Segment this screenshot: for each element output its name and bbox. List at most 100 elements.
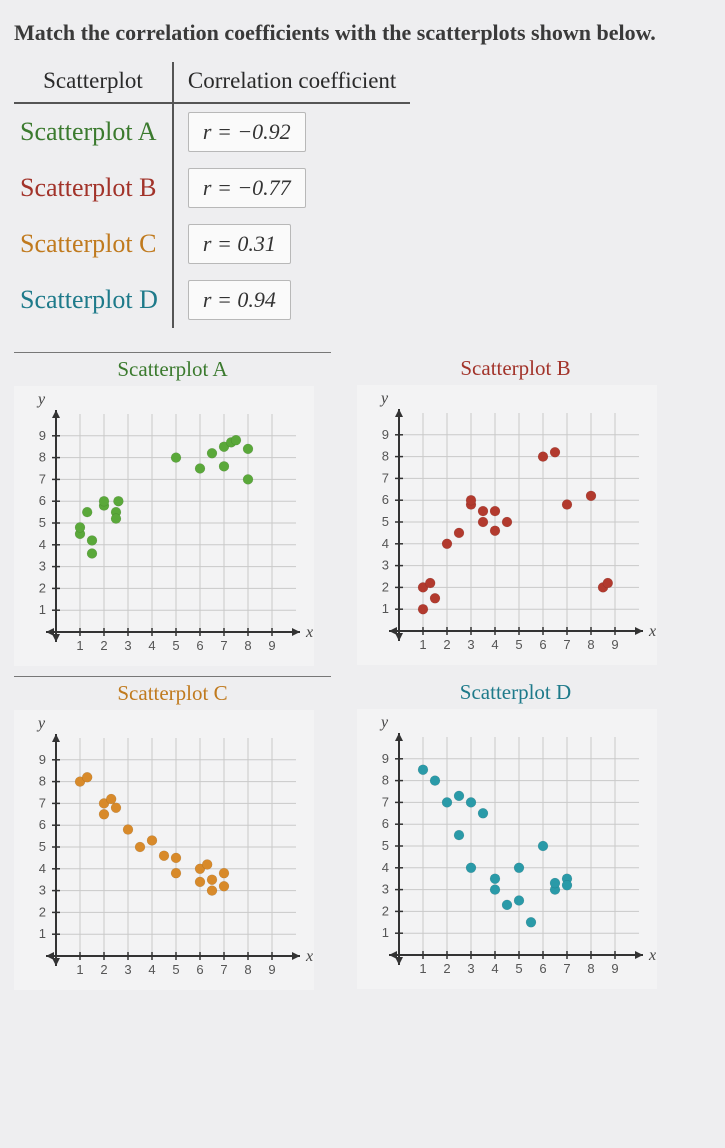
scatterplot-c-cell: Scatterplot C 123456789123456789xy [14, 676, 331, 990]
svg-text:5: 5 [39, 839, 46, 854]
svg-text:9: 9 [611, 637, 618, 652]
scatterplot-a-label: Scatterplot A [20, 117, 156, 146]
svg-text:2: 2 [382, 579, 389, 594]
svg-text:3: 3 [39, 558, 46, 573]
scatterplot-c-chart: 123456789123456789xy [14, 710, 314, 990]
scatterplot-b-chart: 123456789123456789xy [357, 385, 657, 665]
svg-text:7: 7 [39, 795, 46, 810]
svg-text:3: 3 [124, 638, 131, 653]
scatterplot-b-title: Scatterplot B [357, 352, 674, 381]
svg-text:8: 8 [587, 637, 594, 652]
svg-text:4: 4 [148, 638, 155, 653]
svg-text:3: 3 [467, 961, 474, 976]
svg-text:8: 8 [587, 961, 594, 976]
svg-text:6: 6 [196, 962, 203, 977]
table-row: Scatterplot B r = −0.77 [14, 160, 410, 216]
header-coefficient: Correlation coefficient [173, 62, 410, 103]
question-prompt: Match the correlation coefficients with … [14, 18, 711, 48]
match-table: Scatterplot Correlation coefficient Scat… [14, 62, 410, 328]
svg-text:1: 1 [39, 602, 46, 617]
svg-text:x: x [305, 624, 313, 641]
svg-text:4: 4 [382, 535, 389, 550]
svg-text:5: 5 [172, 962, 179, 977]
svg-text:3: 3 [467, 637, 474, 652]
header-scatterplot: Scatterplot [14, 62, 173, 103]
svg-text:4: 4 [491, 637, 498, 652]
scatterplot-b-cell: Scatterplot B 123456789123456789xy [357, 352, 674, 666]
svg-text:5: 5 [382, 838, 389, 853]
svg-text:7: 7 [382, 794, 389, 809]
svg-text:y: y [36, 391, 46, 408]
svg-text:1: 1 [76, 638, 83, 653]
svg-text:9: 9 [39, 427, 46, 442]
table-row: Scatterplot A r = −0.92 [14, 103, 410, 160]
coefficient-d-select[interactable]: r = 0.94 [188, 280, 291, 320]
svg-text:2: 2 [100, 962, 107, 977]
svg-text:9: 9 [382, 750, 389, 765]
scatterplot-grid: Scatterplot A 1 2 3 4 5 6 7 8 9 1 2 3 4 5 6 7 8 9 x y Scatt… [14, 352, 674, 990]
svg-text:8: 8 [382, 448, 389, 463]
svg-text:5: 5 [382, 514, 389, 529]
svg-text:3: 3 [39, 882, 46, 897]
svg-text:6: 6 [539, 637, 546, 652]
scatterplot-b-label: Scatterplot B [20, 173, 156, 202]
scatterplot-a-chart: 123456789123456789xy [14, 386, 314, 666]
svg-text:7: 7 [382, 470, 389, 485]
svg-text:9: 9 [268, 962, 275, 977]
svg-text:5: 5 [172, 638, 179, 653]
svg-text:9: 9 [39, 751, 46, 766]
scatterplot-d-cell: Scatterplot D 123456789123456789xy [357, 676, 674, 990]
svg-text:2: 2 [39, 580, 46, 595]
svg-text:2: 2 [100, 638, 107, 653]
scatterplot-d-chart: 123456789123456789xy [357, 709, 657, 989]
coefficient-c-select[interactable]: r = 0.31 [188, 224, 291, 264]
svg-text:7: 7 [220, 962, 227, 977]
scatterplot-c-title: Scatterplot C [14, 676, 331, 706]
svg-text:y: y [379, 714, 389, 731]
svg-text:y: y [36, 715, 46, 732]
svg-text:x: x [648, 623, 656, 640]
scatterplot-a-cell: Scatterplot A 123456789123456789xy [14, 352, 331, 666]
coefficient-a-select[interactable]: r = −0.92 [188, 112, 306, 152]
svg-text:1: 1 [39, 926, 46, 941]
svg-text:2: 2 [39, 904, 46, 919]
svg-text:x: x [648, 947, 656, 964]
svg-text:2: 2 [443, 637, 450, 652]
svg-text:5: 5 [39, 515, 46, 530]
svg-text:8: 8 [39, 449, 46, 464]
svg-text:6: 6 [39, 817, 46, 832]
svg-text:1: 1 [76, 962, 83, 977]
svg-text:1: 1 [419, 961, 426, 976]
scatterplot-a-title: Scatterplot A [14, 352, 331, 382]
svg-text:4: 4 [382, 859, 389, 874]
svg-text:9: 9 [611, 961, 618, 976]
svg-text:5: 5 [515, 961, 522, 976]
coefficient-b-select[interactable]: r = −0.77 [188, 168, 306, 208]
svg-text:4: 4 [39, 536, 46, 551]
svg-text:6: 6 [39, 493, 46, 508]
scatterplot-d-title: Scatterplot D [357, 676, 674, 705]
svg-text:3: 3 [382, 881, 389, 896]
svg-text:6: 6 [382, 492, 389, 507]
svg-text:7: 7 [39, 471, 46, 486]
svg-text:3: 3 [382, 557, 389, 572]
table-row: Scatterplot D r = 0.94 [14, 272, 410, 328]
svg-text:8: 8 [382, 772, 389, 787]
svg-text:2: 2 [382, 903, 389, 918]
scatterplot-c-label: Scatterplot C [20, 229, 156, 258]
svg-text:4: 4 [39, 860, 46, 875]
svg-text:8: 8 [39, 773, 46, 788]
svg-text:9: 9 [268, 638, 275, 653]
svg-text:7: 7 [220, 638, 227, 653]
table-row: Scatterplot C r = 0.31 [14, 216, 410, 272]
svg-text:8: 8 [244, 638, 251, 653]
svg-text:4: 4 [148, 962, 155, 977]
svg-text:1: 1 [382, 601, 389, 616]
svg-text:1: 1 [382, 925, 389, 940]
svg-text:7: 7 [563, 961, 570, 976]
svg-text:1: 1 [419, 637, 426, 652]
svg-text:8: 8 [244, 962, 251, 977]
svg-text:3: 3 [124, 962, 131, 977]
scatterplot-d-label: Scatterplot D [20, 285, 158, 314]
svg-text:6: 6 [382, 816, 389, 831]
